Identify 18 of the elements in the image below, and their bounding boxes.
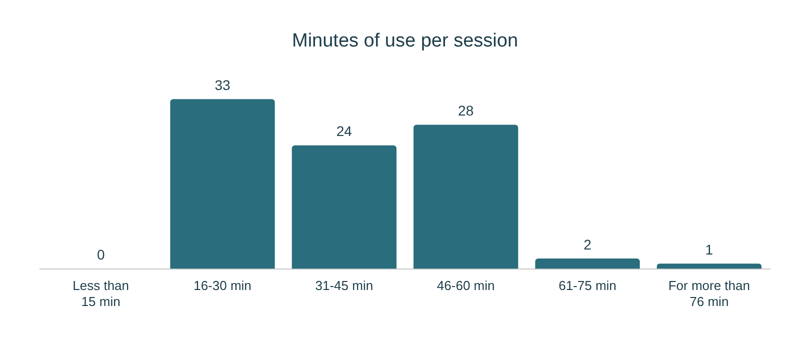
x-tick-label: For more than 76 min — [668, 278, 750, 309]
x-tick-label: 46-60 min — [436, 278, 495, 294]
x-tick-label: Less than 15 min — [72, 278, 130, 309]
bar — [414, 124, 518, 269]
bar — [170, 99, 275, 269]
x-tick-label: 16-30 min — [194, 278, 252, 294]
data-label: 1 — [705, 242, 714, 258]
bar — [292, 145, 396, 269]
bar — [535, 258, 640, 269]
data-label: 0 — [96, 246, 105, 263]
x-tick-label: 31-45 min — [315, 278, 374, 294]
data-label: 24 — [336, 123, 352, 140]
bar — [656, 264, 762, 269]
chart-title: Minutes of use per session — [292, 30, 518, 52]
data-label: 33 — [214, 76, 230, 93]
x-tick-label: 61-75 min — [558, 278, 616, 294]
data-label: 2 — [584, 236, 592, 252]
data-label: 28 — [458, 102, 474, 119]
